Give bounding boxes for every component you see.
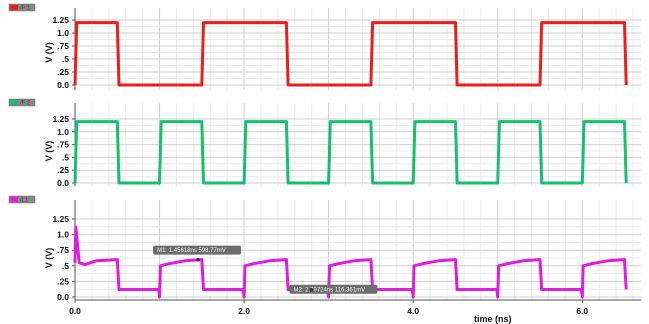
y-tick-label: .25 bbox=[57, 67, 69, 77]
grid-layer bbox=[74, 8, 641, 300]
y-tick-label: 1.25 bbox=[52, 114, 69, 124]
y-tick-label: .25 bbox=[57, 276, 69, 286]
trace-f1 bbox=[73, 21, 628, 87]
y-tick-label: 1.25 bbox=[52, 15, 69, 25]
y-tick-label: .75 bbox=[57, 140, 69, 150]
legend-chip bbox=[8, 98, 36, 107]
legend-chip bbox=[8, 3, 36, 12]
y-axis-label: V (V) bbox=[44, 141, 54, 162]
y-tick-label: .75 bbox=[57, 41, 69, 51]
marker-label: M2: 2.79724ns 116.361mV bbox=[293, 287, 365, 293]
x-tick-label: 6.0 bbox=[576, 306, 588, 316]
y-tick-label: 0.0 bbox=[57, 80, 69, 90]
y-axis-label: V (V) bbox=[44, 248, 54, 269]
y-tick-label: 0.0 bbox=[57, 292, 69, 302]
legend-swatch bbox=[10, 5, 18, 10]
y-axis-label: V (V) bbox=[44, 42, 54, 63]
marker-label: M1: 1.45618ns 598.77mV bbox=[157, 248, 226, 254]
y-tick-label: .5 bbox=[62, 152, 69, 162]
legend-label: /F:1 bbox=[20, 6, 31, 12]
legend-swatch bbox=[10, 100, 18, 105]
y-tick-label: 1.0 bbox=[57, 127, 69, 137]
legend-label: /F:2 bbox=[20, 101, 31, 107]
y-tick-label: 1.0 bbox=[57, 230, 69, 240]
label-layer: 0.0 .25 .5 .75 1.0 1.25 V (V) /F:1 0.0 .25 .5 .75 1.… bbox=[8, 3, 588, 316]
y-tick-label: .5 bbox=[62, 54, 69, 64]
marker-point bbox=[196, 257, 200, 262]
y-tick-label: .5 bbox=[62, 261, 69, 271]
y-tick-label: .75 bbox=[57, 245, 69, 255]
y-tick-label: 1.25 bbox=[52, 214, 69, 224]
y-tick-label: 0.0 bbox=[57, 178, 69, 188]
legend-label: /L1 bbox=[20, 198, 29, 204]
y-tick-label: .25 bbox=[57, 165, 69, 175]
x-tick-label: 0.0 bbox=[69, 306, 81, 316]
y-tick-label: 1.0 bbox=[57, 28, 69, 38]
x-axis-label: time (ns) bbox=[474, 314, 512, 324]
marker-point bbox=[309, 287, 314, 292]
trace-f2 bbox=[73, 120, 628, 185]
x-tick-label: 4.0 bbox=[407, 306, 419, 316]
legend-swatch bbox=[10, 197, 18, 202]
trace-layer bbox=[73, 21, 628, 299]
marker-box bbox=[153, 245, 242, 255]
x-tick-label: 2.0 bbox=[238, 306, 250, 316]
trace-l1 bbox=[73, 225, 628, 299]
legend-chip bbox=[8, 195, 36, 204]
